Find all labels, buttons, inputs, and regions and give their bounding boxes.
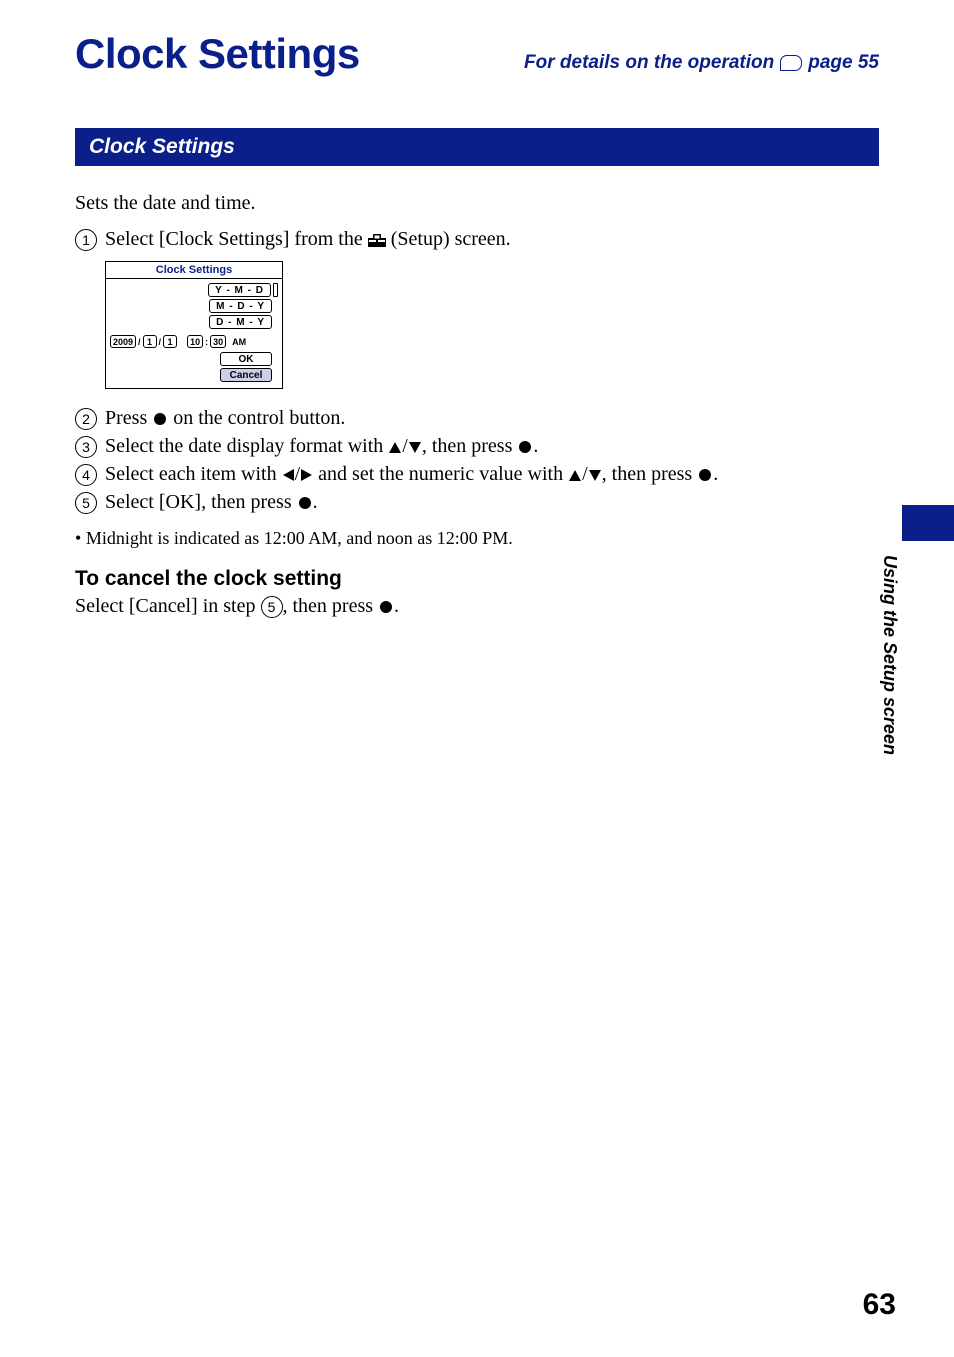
- cross-ref-prefix: For details on the operation: [524, 52, 774, 74]
- left-arrow-icon: [283, 469, 294, 481]
- step-2: 2 Press on the control button.: [75, 407, 879, 430]
- setup-toolbox-icon: [368, 233, 386, 247]
- cancel-text-b: , then press: [283, 595, 379, 617]
- down-arrow-icon: [589, 470, 601, 481]
- step-number-3: 3: [75, 436, 97, 458]
- step-2-text-a: Press: [105, 407, 152, 429]
- cancel-text-a: Select [Cancel] in step: [75, 595, 261, 617]
- ok-button[interactable]: OK: [220, 352, 272, 366]
- step-4-text-d: .: [713, 463, 718, 485]
- day-field[interactable]: 1: [163, 335, 177, 348]
- format-dmy-button[interactable]: D - M - Y: [209, 315, 272, 329]
- year-field[interactable]: 2009: [110, 335, 136, 348]
- section-heading-bar: Clock Settings: [75, 128, 879, 166]
- step-number-2: 2: [75, 408, 97, 430]
- step-5-text-a: Select [OK], then press: [105, 491, 297, 513]
- step-4-text-b: and set the numeric value with: [313, 463, 568, 485]
- step-4-text-a: Select each item with: [105, 463, 282, 485]
- step-number-1: 1: [75, 229, 97, 251]
- minute-field[interactable]: 30: [210, 335, 226, 348]
- center-button-icon: [154, 413, 166, 425]
- step-1-text-a: Select [Clock Settings] from the: [105, 228, 368, 250]
- date-time-row: 2009/ 1/ 1 10: 30 AM: [110, 335, 278, 348]
- step-3: 3 Select the date display format with /,…: [75, 435, 879, 458]
- ampm-label: AM: [232, 337, 246, 347]
- format-ymd-button[interactable]: Y - M - D: [208, 283, 271, 297]
- cross-reference: For details on the operation page 55: [524, 52, 879, 74]
- step-number-4: 4: [75, 464, 97, 486]
- center-button-icon: [699, 469, 711, 481]
- page-title: Clock Settings: [75, 30, 360, 78]
- step-5-text-b: .: [313, 491, 318, 513]
- cancel-instruction: Select [Cancel] in step 5, then press .: [75, 595, 879, 618]
- center-button-icon: [380, 601, 392, 613]
- center-button-icon: [299, 497, 311, 509]
- step-number-5: 5: [75, 492, 97, 514]
- right-arrow-icon: [301, 469, 312, 481]
- hour-field[interactable]: 10: [187, 335, 203, 348]
- step-1: 1 Select [Clock Settings] from the (Setu…: [75, 228, 879, 251]
- month-field[interactable]: 1: [143, 335, 157, 348]
- step-1-text-b: (Setup) screen.: [391, 228, 511, 250]
- up-arrow-icon: [569, 470, 581, 481]
- side-tab-label: Using the Setup screen: [879, 555, 900, 755]
- cross-ref-page: page 55: [808, 52, 879, 74]
- center-button-icon: [519, 441, 531, 453]
- clock-settings-dialog: Clock Settings Y - M - D M - D - Y D - M…: [105, 261, 283, 389]
- step-4: 4 Select each item with / and set the nu…: [75, 463, 879, 486]
- cancel-text-c: .: [394, 595, 399, 617]
- side-tab-marker: [902, 505, 954, 541]
- format-scroll-indicator: [273, 283, 278, 297]
- page-number: 63: [863, 1288, 896, 1322]
- up-arrow-icon: [389, 442, 401, 453]
- step-3-text-c: .: [533, 435, 538, 457]
- down-arrow-icon: [409, 442, 421, 453]
- step-3-text-b: , then press: [422, 435, 518, 457]
- section-intro: Sets the date and time.: [75, 188, 879, 218]
- step-2-text-b: on the control button.: [168, 407, 345, 429]
- format-mdy-button[interactable]: M - D - Y: [209, 299, 272, 313]
- note-bullet: Midnight is indicated as 12:00 AM, and n…: [75, 528, 879, 549]
- step-3-text-a: Select the date display format with: [105, 435, 388, 457]
- step-4-text-c: , then press: [602, 463, 698, 485]
- cancel-button[interactable]: Cancel: [220, 368, 272, 382]
- step-5: 5 Select [OK], then press .: [75, 491, 879, 514]
- dialog-title: Clock Settings: [106, 262, 282, 279]
- cancel-heading: To cancel the clock setting: [75, 567, 879, 591]
- step-ref-5: 5: [261, 596, 283, 618]
- hand-pointer-icon: [780, 55, 802, 71]
